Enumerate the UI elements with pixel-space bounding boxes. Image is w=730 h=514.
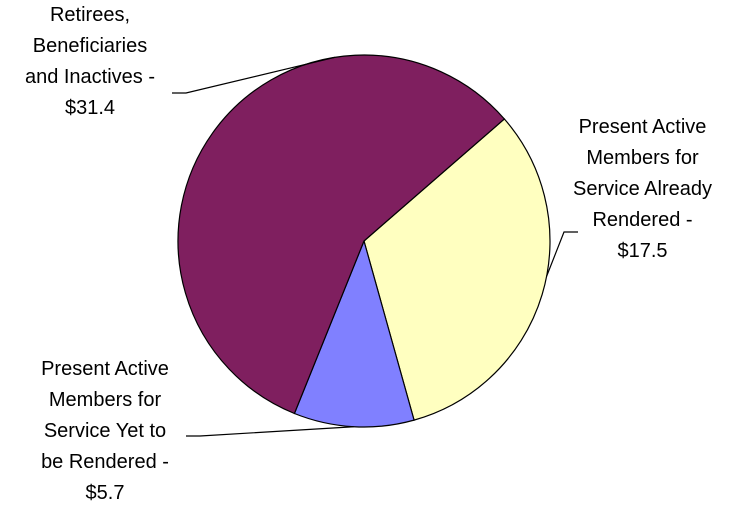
slice-label-value: $17.5 bbox=[617, 240, 668, 262]
slice-label-service-already-rendered: Present Active Members for Service Alrea… bbox=[555, 112, 730, 267]
slice-service-yet-to-be-rendered bbox=[293, 239, 415, 428]
slice-label-value: $5.7 bbox=[85, 482, 125, 504]
leader-line-service-yet-to-be-rendered bbox=[186, 426, 354, 437]
slice-label-service-yet-to-be-rendered: Present Active Members for Service Yet t… bbox=[15, 354, 195, 509]
slice-label-line: Present Active bbox=[41, 358, 169, 380]
slice-label-line: Retirees, bbox=[49, 4, 131, 26]
slice-service-already-rendered bbox=[363, 118, 551, 421]
leader-lines bbox=[172, 56, 578, 437]
leader-line-service-already-rendered bbox=[546, 231, 578, 277]
leader-line-retirees bbox=[172, 56, 336, 94]
slice-label-line: Members for bbox=[586, 147, 699, 169]
slice-label-retirees: Retirees, Beneficiaries and Inactives - … bbox=[0, 0, 180, 124]
slice-label-line: Beneficiaries bbox=[32, 35, 148, 57]
slice-label-line: Present Active bbox=[578, 116, 707, 138]
slice-label-line: Members for bbox=[48, 389, 162, 411]
slice-label-value: $31.4 bbox=[64, 97, 116, 119]
slice-label-line: Service Yet to bbox=[43, 420, 167, 442]
slice-label-line: Service Already bbox=[573, 178, 712, 200]
slice-label-line: Rendered - bbox=[592, 209, 693, 231]
slice-label-line: be Rendered - bbox=[41, 451, 169, 473]
slice-retirees bbox=[177, 54, 506, 415]
pie-slices bbox=[177, 54, 551, 428]
slice-label-line: and Inactives - bbox=[24, 66, 156, 88]
